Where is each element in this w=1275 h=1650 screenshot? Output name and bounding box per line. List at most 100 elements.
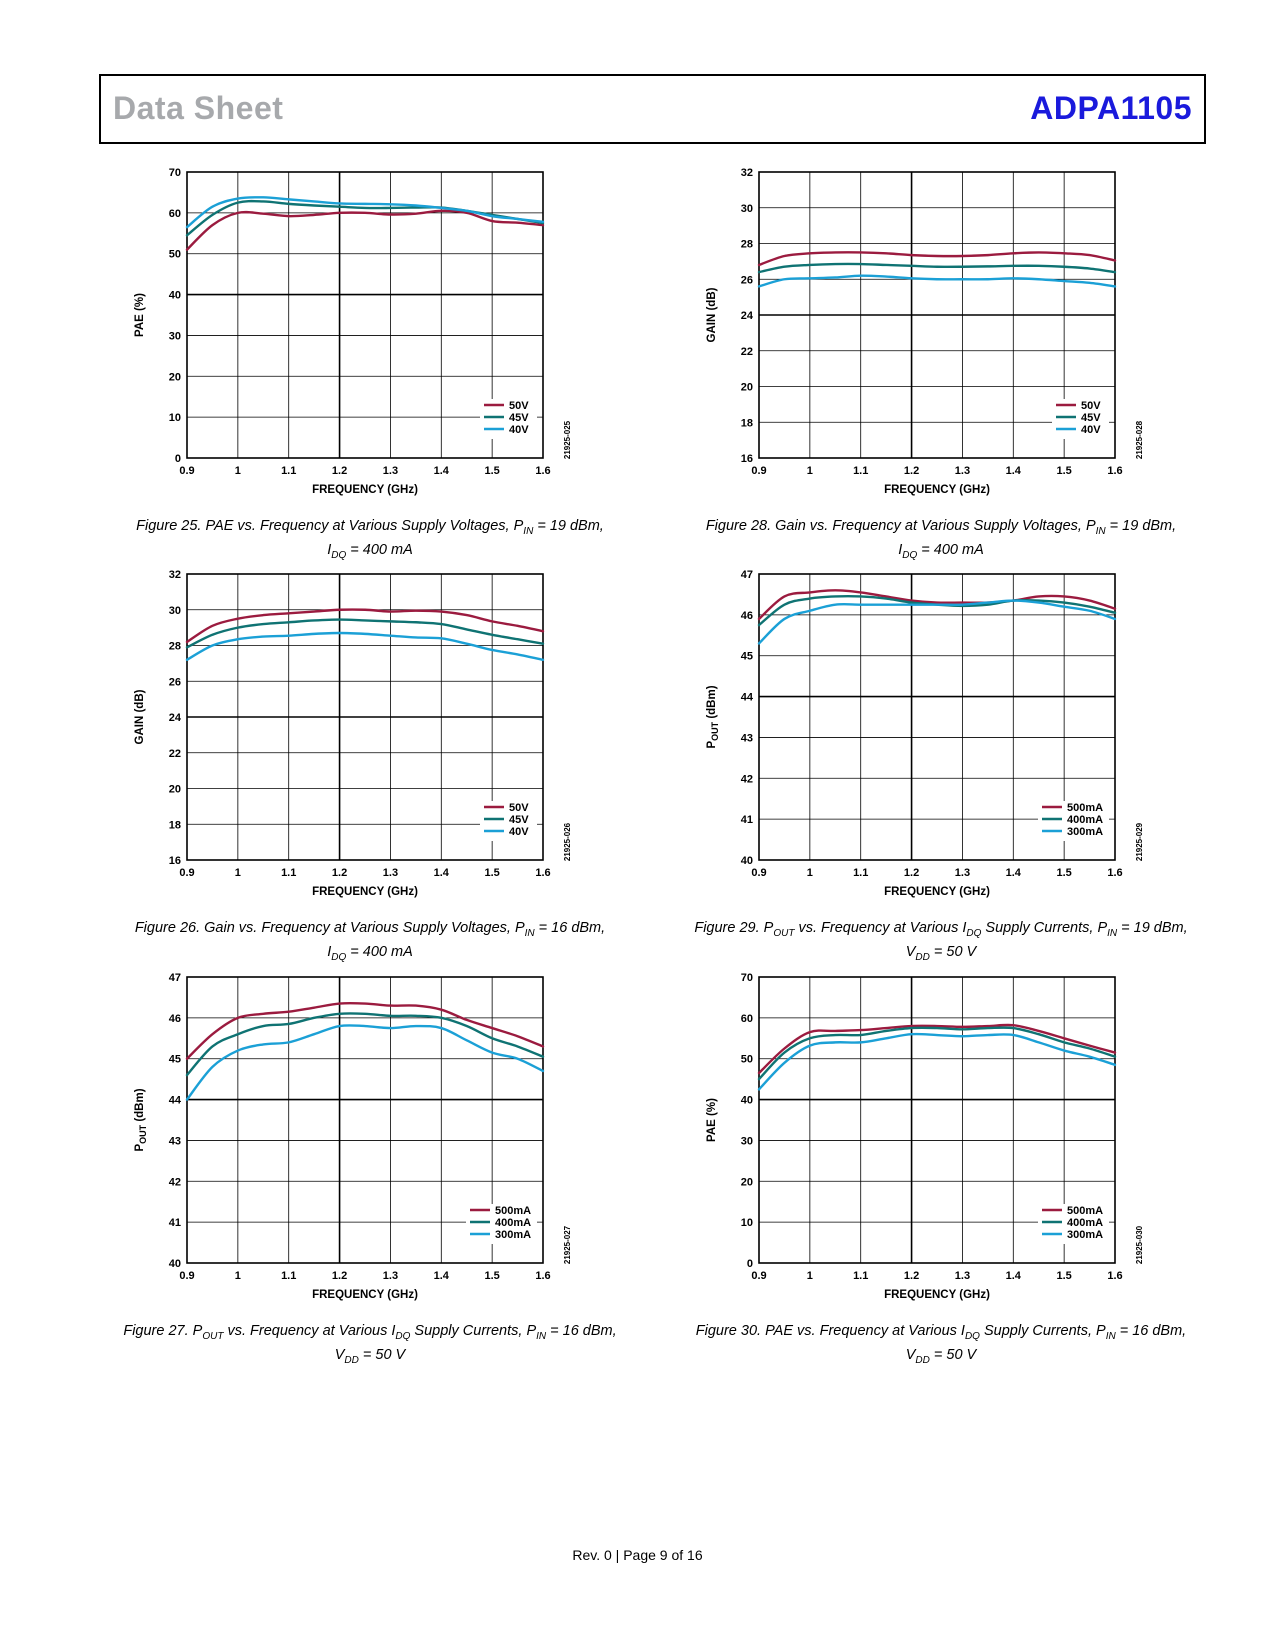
legend-label-45V: 45V [1081,412,1101,424]
x-tick-label: 1 [235,465,241,477]
figure-30-caption: Figure 30. PAE vs. Frequency at Various … [661,1322,1221,1370]
y-axis-label-sub: OUT [710,721,720,741]
footer-revision: Rev. 0 [572,1547,612,1563]
series-line-40V [185,631,545,661]
y-tick-label: 18 [741,417,753,429]
y-tick-label: 45 [741,651,753,663]
y-tick-label: 41 [169,1217,181,1229]
plot-frame [758,171,1116,459]
header-part-number: ADPA1105 [1030,90,1192,126]
x-tick-label: 1.1 [853,867,868,879]
x-tick-label: 1.1 [281,867,296,879]
x-tick-label: 1 [807,1270,813,1282]
caption-text: = 50 V [358,1346,406,1363]
series-line-500mA [185,1001,545,1060]
y-tick-label: 43 [741,732,753,744]
series-line-40V [757,274,1117,288]
x-tick-label: 0.9 [751,1270,766,1282]
x-tick-label: 1.5 [1056,867,1071,879]
x-tick-label: 1.5 [1056,1270,1071,1282]
caption-text: = 16 dBm, [1115,1323,1187,1339]
caption-text: Figure 25. PAE vs. Frequency at Various … [136,518,524,534]
x-axis-label: FREQUENCY (GHz) [884,886,990,898]
y-tick-label: 28 [169,641,181,653]
x-tick-label: 1.1 [853,1270,868,1282]
figure-code: 21925-027 [563,1225,572,1264]
figure-28: 16 18 20 22 24 26 28 30 32 0.9 1 1.1 1.2 1.3 1.4 1.5 1.6… [697,160,1257,550]
x-tick-label: 1.4 [434,465,450,477]
y-axis-label: POUT (dBm) [706,685,720,748]
y-tick-label: 40 [741,855,753,867]
plot-frame [186,573,544,861]
x-tick-label: 1.4 [434,1270,450,1282]
y-axis-label-part: P [134,1144,146,1152]
series-line-500mA [757,1023,1117,1075]
caption-subscript: DQ [331,951,347,963]
legend-label-40V: 40V [509,826,529,838]
series-line-50V [185,209,545,251]
chart-fig29: 40 41 42 43 44 45 46 47 0.9 1 1.1 1.2 1.3 1.4 1.5 1.6 FR… [706,569,1144,898]
x-tick-label: 1.4 [1006,1270,1022,1282]
x-axis-label: FREQUENCY (GHz) [312,886,418,898]
y-tick-label: 70 [741,972,753,984]
x-axis-label: FREQUENCY (GHz) [884,484,990,496]
y-tick-label: 40 [169,1258,181,1270]
y-tick-label: 44 [741,692,754,704]
caption-text: = 16 dBm, [534,920,606,936]
caption-subscript: DQ [966,927,982,939]
footer-separator: | [611,1547,624,1563]
legend-label-500mA: 500mA [495,1205,531,1217]
header-doc-type: Data Sheet [113,90,284,126]
y-tick-label: 10 [169,412,181,424]
y-tick-label: 42 [169,1176,181,1188]
y-tick-label: 0 [175,453,181,465]
series-line-300mA [757,1032,1117,1091]
y-tick-label: 26 [169,676,181,688]
plot-frame [186,976,544,1264]
y-tick-label: 47 [741,569,753,581]
plot-frame [758,573,1116,861]
caption-text: Figure 27. P [123,1323,203,1339]
legend-label-45V: 45V [509,412,529,424]
figure-code: 21925-030 [1135,1225,1144,1264]
legend-label-500mA: 500mA [1067,802,1103,814]
y-tick-label: 44 [169,1095,182,1107]
x-tick-label: 1.4 [1006,867,1022,879]
legend-label-300mA: 300mA [1067,826,1103,838]
legend-label-300mA: 300mA [495,1229,531,1241]
y-tick-label: 20 [741,1176,753,1188]
y-tick-label: 40 [741,1095,753,1107]
y-tick-label: 32 [741,167,753,179]
x-tick-label: 1.2 [332,465,347,477]
caption-subscript: IN [536,1330,547,1342]
series-line-500mA [757,589,1117,621]
x-tick-label: 1.5 [484,867,499,879]
x-tick-label: 1.1 [281,465,296,477]
y-axis-label-part: P [706,741,718,749]
x-tick-label: 1.6 [535,867,550,879]
legend-label-45V: 45V [509,814,529,826]
caption-subscript: DD [915,1354,930,1366]
x-tick-label: 1.1 [853,465,868,477]
y-tick-label: 20 [169,371,181,383]
legend-label-400mA: 400mA [1067,814,1103,826]
figure-26-caption: Figure 26. Gain vs. Frequency at Various… [90,919,650,967]
y-tick-label: 47 [169,972,181,984]
y-tick-label: 0 [747,1258,753,1270]
caption-text: Supply Currents, P [979,1323,1106,1339]
caption-subscript: OUT [773,927,795,939]
chart-fig28: 16 18 20 22 24 26 28 30 32 0.9 1 1.1 1.2 1.3 1.4 1.5 1.6… [706,167,1144,496]
y-tick-label: 20 [741,382,753,394]
figure-26: 16 18 20 22 24 26 28 30 32 0.9 1 1.1 1.2 1.3 1.4 1.5 1.6… [125,562,685,952]
figure-29: 40 41 42 43 44 45 46 47 0.9 1 1.1 1.2 1.3 1.4 1.5 1.6 FR… [697,562,1257,952]
y-tick-label: 60 [741,1013,753,1025]
x-tick-label: 1.2 [332,1270,347,1282]
legend-label-50V: 50V [1081,400,1101,412]
caption-text: vs. Frequency at Various I [223,1323,396,1339]
series-line-45V [185,199,545,237]
figure-code: 21925-025 [563,420,572,459]
y-tick-label: 50 [741,1054,753,1066]
figure-code: 21925-028 [1135,420,1144,459]
y-tick-label: 70 [169,167,181,179]
caption-text: = 19 dBm, [533,518,604,534]
